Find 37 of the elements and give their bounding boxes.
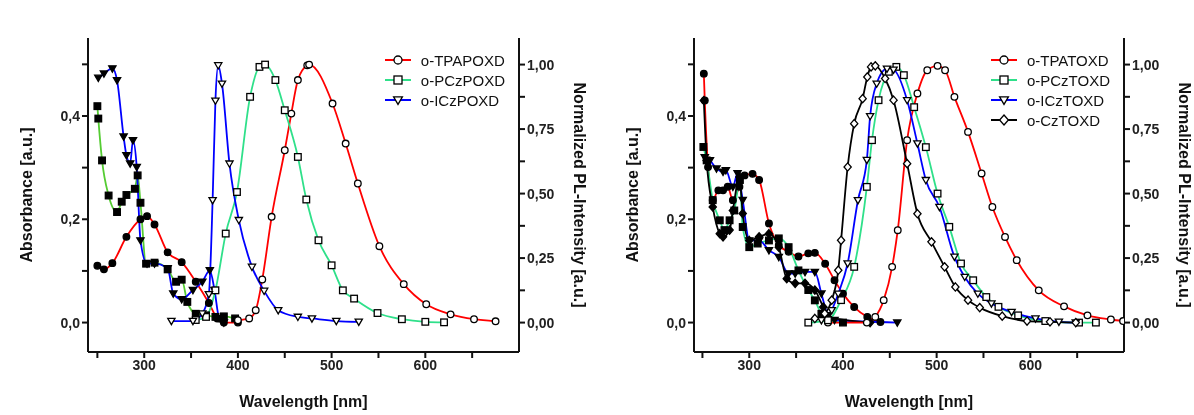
legend-label: o-PCzPOXD [420,71,505,89]
y2-tick-label: 0,75 [527,121,555,138]
y2-tick-label: 0,00 [1132,314,1160,331]
y2-tick-label: 0,25 [1132,250,1160,267]
y-tick-label: 0,4 [666,107,687,124]
y-axis-title: Absorbance [a.u.] [623,127,641,263]
x-tick-label: 500 [319,356,344,373]
x-tick-label: 400 [226,356,250,373]
x-tick-label: 500 [924,356,949,373]
y2-axis-title: Normalized PL-Intensity [a.u.] [1175,82,1193,308]
legend-label: o-ICzTOXD [1026,91,1105,109]
y2-tick-label: 0,50 [1132,185,1160,202]
y-tick-label: 0,0 [666,314,687,331]
y2-tick-label: 0,00 [527,314,555,331]
legend-label: o-TPATOXD [1026,51,1109,69]
y2-tick-label: 1,00 [527,56,555,73]
x-axis-title: Wavelength [nm] [844,393,974,410]
legend-label: o-PCzTOXD [1026,71,1110,89]
y-axis-title: Absorbance [a.u.] [17,127,35,263]
legend-label: o-TPAPOXD [420,51,505,69]
y2-tick-label: 0,50 [527,185,555,202]
y2-axis-title: Normalized PL-Intensity [a.u.] [570,82,588,308]
x-tick-label: 400 [831,356,855,373]
y-tick-label: 0,0 [60,314,81,331]
x-axis-title: Wavelength [nm] [239,393,368,410]
x-tick-label: 300 [132,356,157,373]
x-tick-label: 600 [1018,356,1043,373]
y-tick-label: 0,2 [666,211,687,228]
legend-label: o-ICzPOXD [420,91,500,109]
x-tick-label: 600 [413,356,438,373]
y2-tick-label: 0,75 [1132,121,1160,138]
x-tick-label: 300 [737,356,762,373]
y2-tick-label: 0,25 [527,250,555,267]
y-tick-label: 0,2 [60,211,81,228]
legend-label: o-CzTOXD [1026,111,1100,129]
y2-tick-label: 1,00 [1132,56,1160,73]
y-tick-label: 0,4 [60,107,81,124]
